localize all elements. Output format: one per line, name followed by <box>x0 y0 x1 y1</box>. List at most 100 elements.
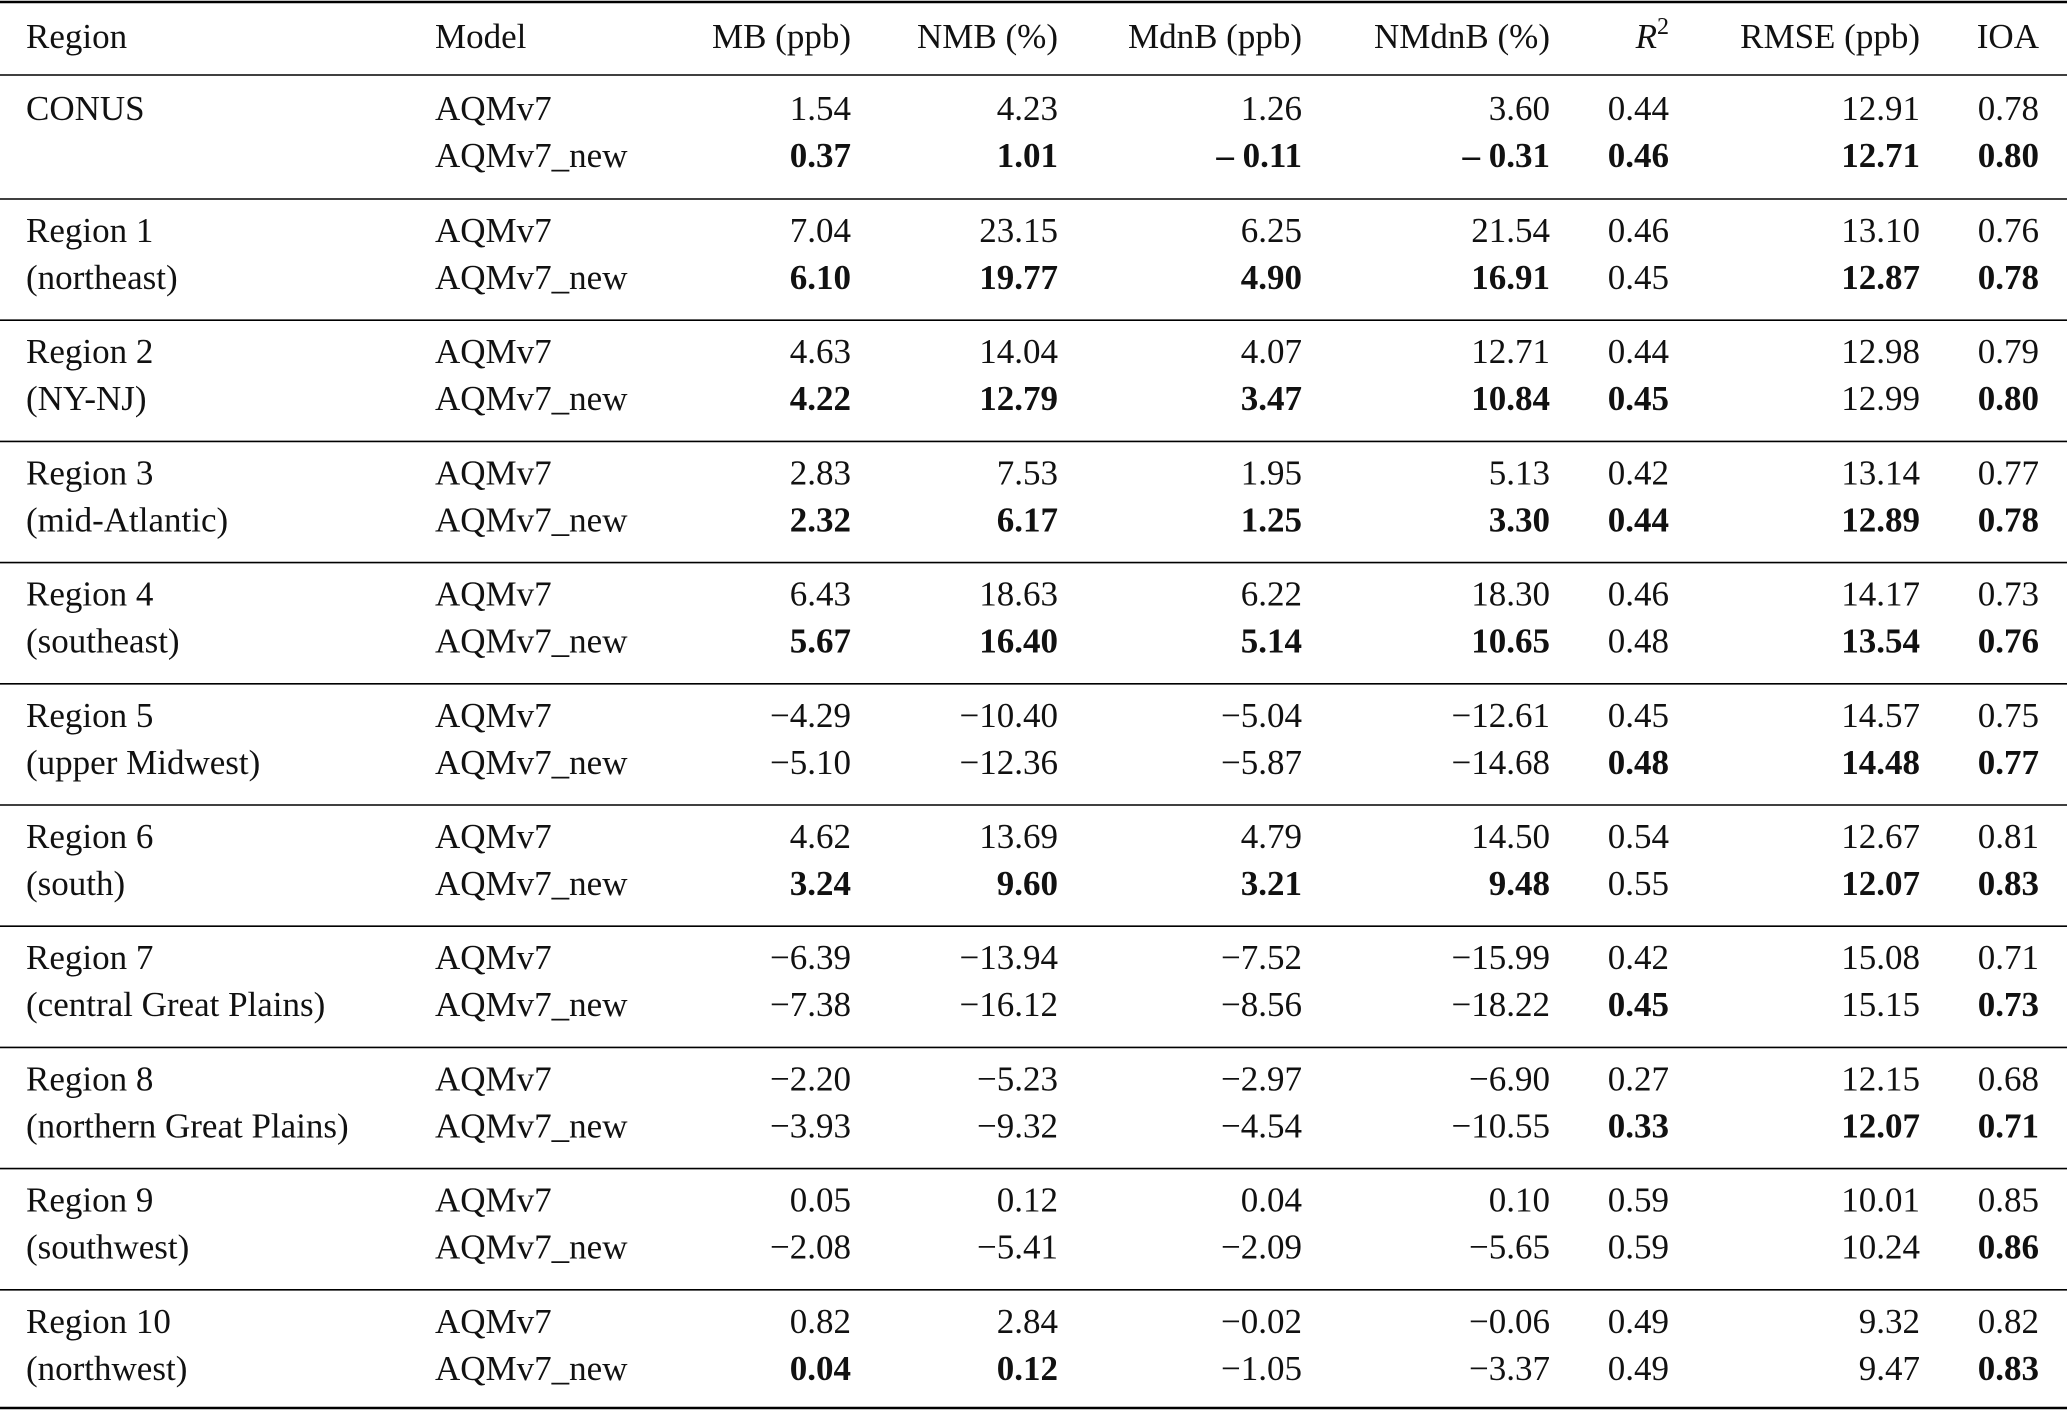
model-name: AQMv7 <box>435 696 552 735</box>
model-name: AQMv7_new <box>435 1106 628 1145</box>
value-cell: −4.54 <box>1221 1106 1302 1145</box>
value-cell: 9.48 <box>1489 864 1550 903</box>
value-cell: 1.01 <box>997 136 1058 175</box>
value-cell: 0.85 <box>1978 1181 2039 1220</box>
value-cell: 6.10 <box>790 258 851 297</box>
region-label: (southwest) <box>26 1228 189 1267</box>
value-cell: 0.44 <box>1608 500 1669 539</box>
value-cell: 0.42 <box>1608 938 1669 977</box>
value-cell: 0.48 <box>1608 622 1669 661</box>
value-cell: 0.80 <box>1978 136 2039 175</box>
region-label: (NY-NJ) <box>26 379 147 418</box>
value-cell: 3.21 <box>1241 864 1302 903</box>
region-label: (central Great Plains) <box>26 985 325 1024</box>
column-header: MdnB (ppb) <box>1128 17 1302 56</box>
value-cell: 0.59 <box>1608 1228 1669 1267</box>
value-cell: 6.43 <box>790 575 851 614</box>
value-cell: 0.44 <box>1608 332 1669 371</box>
value-cell: 0.79 <box>1978 332 2039 371</box>
value-cell: 0.49 <box>1608 1349 1669 1388</box>
value-cell: 12.89 <box>1841 500 1920 539</box>
value-cell: 0.80 <box>1978 379 2039 418</box>
value-cell: 0.45 <box>1608 696 1669 735</box>
value-cell: 0.45 <box>1608 258 1669 297</box>
value-cell: 9.47 <box>1859 1349 1920 1388</box>
value-cell: 1.25 <box>1241 500 1302 539</box>
value-cell: 0.45 <box>1608 985 1669 1024</box>
value-cell: 0.42 <box>1608 453 1669 492</box>
value-cell: −0.06 <box>1469 1302 1550 1341</box>
value-cell: 0.12 <box>997 1181 1058 1220</box>
value-cell: 0.78 <box>1978 258 2039 297</box>
value-cell: 10.01 <box>1841 1181 1920 1220</box>
value-cell: 0.82 <box>1978 1302 2039 1341</box>
model-name: AQMv7 <box>435 453 552 492</box>
value-cell: 4.62 <box>790 817 851 856</box>
model-name: AQMv7 <box>435 1059 552 1098</box>
value-cell: 0.44 <box>1608 89 1669 128</box>
model-name: AQMv7_new <box>435 985 628 1024</box>
value-cell: −3.37 <box>1469 1349 1550 1388</box>
model-name: AQMv7 <box>435 817 552 856</box>
value-cell: 1.95 <box>1241 453 1302 492</box>
header-superscript: 2 <box>1657 14 1669 40</box>
value-cell: −13.94 <box>960 938 1059 977</box>
value-cell: 12.87 <box>1841 258 1920 297</box>
region-label: Region 7 <box>26 938 153 977</box>
value-cell: 12.15 <box>1841 1059 1920 1098</box>
value-cell: 0.76 <box>1978 211 2039 250</box>
value-cell: 13.69 <box>979 817 1058 856</box>
value-cell: 0.75 <box>1978 696 2039 735</box>
value-cell: 0.05 <box>790 1181 851 1220</box>
model-name: AQMv7 <box>435 332 552 371</box>
region-label: (northern Great Plains) <box>26 1106 349 1145</box>
value-cell: 2.32 <box>790 500 851 539</box>
value-cell: 4.22 <box>790 379 851 418</box>
value-cell: – 0.31 <box>1462 136 1551 175</box>
region-label: (northwest) <box>26 1349 187 1388</box>
value-cell: 3.60 <box>1489 89 1550 128</box>
column-header: R2 <box>1635 14 1669 57</box>
value-cell: 0.54 <box>1608 817 1669 856</box>
model-name: AQMv7 <box>435 575 552 614</box>
value-cell: 12.79 <box>979 379 1058 418</box>
value-cell: 3.30 <box>1489 500 1550 539</box>
value-cell: 0.04 <box>790 1349 851 1388</box>
value-cell: 4.07 <box>1241 332 1302 371</box>
value-cell: 0.86 <box>1978 1228 2039 1267</box>
value-cell: 0.76 <box>1978 622 2039 661</box>
region-label: Region 2 <box>26 332 153 371</box>
value-cell: 10.65 <box>1471 622 1550 661</box>
value-cell: 0.77 <box>1978 743 2039 782</box>
value-cell: 0.82 <box>790 1302 851 1341</box>
value-cell: −5.87 <box>1221 743 1302 782</box>
value-cell: −15.99 <box>1452 938 1551 977</box>
value-cell: 5.13 <box>1489 453 1550 492</box>
value-cell: 15.15 <box>1841 985 1920 1024</box>
value-cell: 12.98 <box>1841 332 1920 371</box>
model-name: AQMv7_new <box>435 136 628 175</box>
model-name: AQMv7_new <box>435 500 628 539</box>
column-header: Region <box>26 17 127 56</box>
region-label: (south) <box>26 864 125 903</box>
value-cell: 18.63 <box>979 575 1058 614</box>
value-cell: 14.17 <box>1841 575 1920 614</box>
value-cell: 12.91 <box>1841 89 1920 128</box>
value-cell: 0.73 <box>1978 575 2039 614</box>
value-cell: 18.30 <box>1471 575 1550 614</box>
value-cell: 19.77 <box>979 258 1058 297</box>
column-header: Model <box>435 17 527 56</box>
value-cell: 21.54 <box>1471 211 1550 250</box>
model-name: AQMv7_new <box>435 379 628 418</box>
value-cell: 4.63 <box>790 332 851 371</box>
model-name: AQMv7_new <box>435 743 628 782</box>
region-label: (northeast) <box>26 258 178 297</box>
value-cell: 1.26 <box>1241 89 1302 128</box>
value-cell: 4.79 <box>1241 817 1302 856</box>
value-cell: −7.38 <box>770 985 851 1024</box>
value-cell: −0.02 <box>1221 1302 1302 1341</box>
value-cell: 9.32 <box>1859 1302 1920 1341</box>
value-cell: 10.84 <box>1471 379 1550 418</box>
column-header: NMdnB (%) <box>1374 17 1550 56</box>
model-name: AQMv7_new <box>435 1228 628 1267</box>
